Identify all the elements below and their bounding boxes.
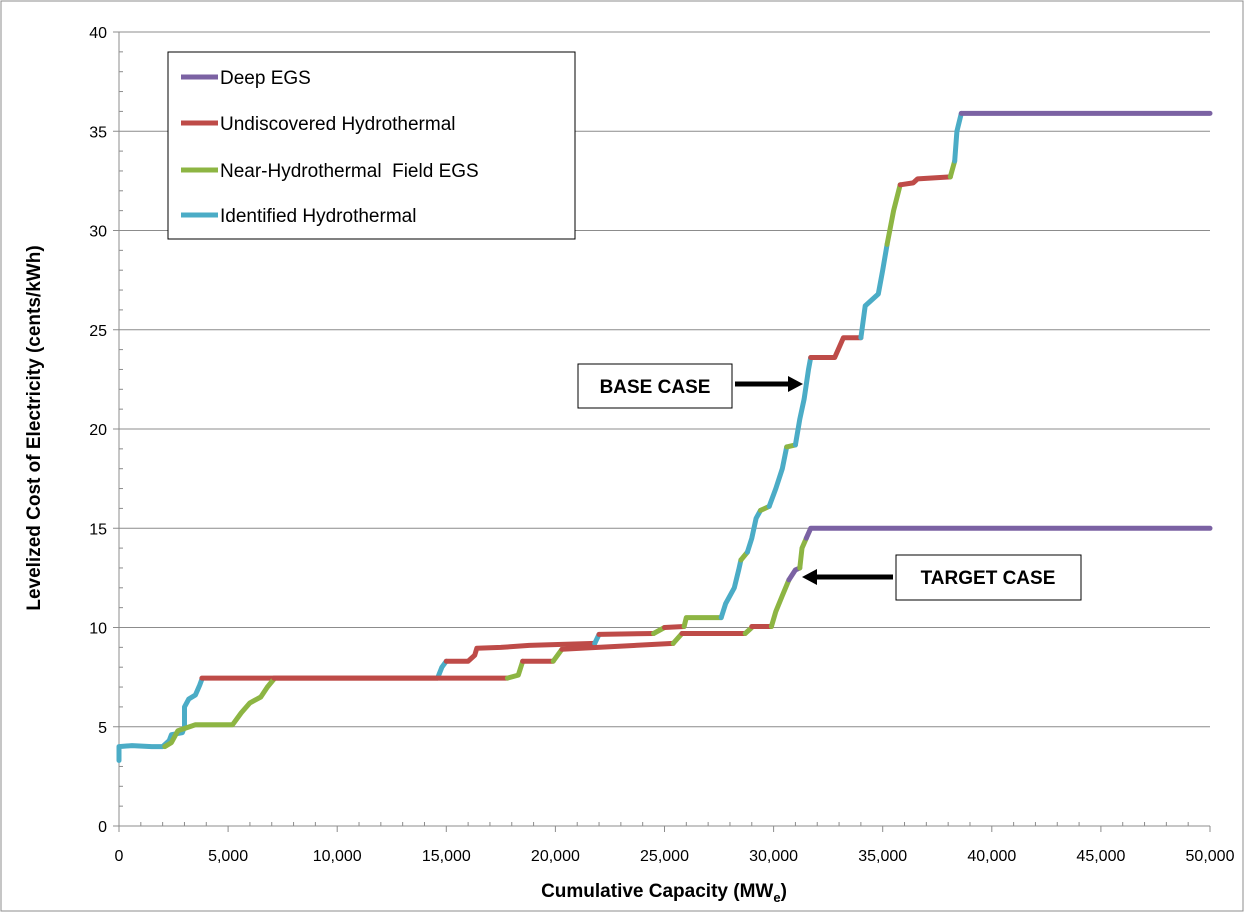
series-0-segment-18	[884, 182, 903, 247]
series-0-segment-15	[792, 355, 814, 448]
gridlines	[119, 31, 1210, 728]
x-tick-label-0: 0	[115, 848, 124, 865]
legend-label-undiscovered-hydrothermal: Undiscovered Hydrothermal	[220, 114, 456, 135]
x-tick-label-9: 45,000	[1076, 848, 1125, 865]
y-tick-label-1: 5	[98, 720, 107, 737]
series-0-segment-11	[744, 507, 763, 555]
legend-label-identified-hydrothermal: Identified Hydrothermal	[220, 206, 416, 227]
x-tick-label-10: 50,000	[1186, 848, 1235, 865]
series-1-segment-10	[768, 577, 792, 629]
plot-area	[116, 110, 1213, 763]
x-axis-title-main: Cumulative Capacity (MW	[541, 881, 773, 902]
y-tick-label-7: 35	[89, 124, 107, 141]
series-1-segment-12	[797, 535, 809, 571]
y-tick-label-5: 25	[89, 323, 107, 340]
series-1-segment-5	[559, 640, 676, 652]
series-0-segment-7	[662, 624, 687, 630]
legend-box	[167, 51, 576, 240]
series-0-segment-8	[681, 615, 724, 629]
series-0-segment-20	[947, 158, 958, 180]
x-axis-title-suffix: )	[781, 881, 787, 902]
x-tick-label-1: 5,000	[208, 848, 248, 865]
legend-label-near-hydrothermal-field-egs: Near-Hydrothermal Field EGS	[220, 161, 479, 182]
annotation-base-case-label: BASE CASE	[600, 377, 711, 398]
y-tick-label-4: 20	[89, 422, 107, 439]
series-0-segment-17	[858, 241, 890, 341]
series-0-segment-9	[718, 557, 744, 621]
series-0-segment-16	[808, 335, 864, 360]
y-tick-label-0: 0	[98, 819, 107, 836]
x-tick-label-8: 40,000	[967, 848, 1016, 865]
annotation-target-case-arrow-head	[802, 569, 817, 585]
y-tick-label-3: 15	[89, 521, 107, 538]
annotation-base-case: BASE CASE	[577, 363, 803, 409]
annotation-base-case-box	[577, 363, 733, 409]
x-tick-label-7: 35,000	[858, 848, 907, 865]
annotation-base-case-arrow-head	[788, 376, 803, 392]
x-tick-label-2: 10,000	[313, 848, 362, 865]
x-tick-label-6: 30,000	[749, 848, 798, 865]
x-axis-title-subscript: e	[773, 890, 780, 905]
annotation-target-case-label: TARGET CASE	[921, 568, 1056, 589]
x-tick-label-5: 25,000	[640, 848, 689, 865]
annotation-target-case-box	[895, 554, 1082, 601]
series-1-segment-2	[504, 658, 526, 681]
annotation-target-case: TARGET CASE	[802, 554, 1082, 601]
series-0-segment-3	[443, 640, 598, 664]
series-0-segment-21	[952, 110, 964, 164]
series-0-segment-13	[766, 444, 790, 509]
series-0-segment-19	[897, 174, 953, 188]
axes: 0 5 10 15 20 25 30 35 40 0 5,000 10,000 15,000 20,000…	[89, 25, 1234, 865]
legend: Deep EGS Undiscovered Hydrothermal Near-…	[167, 51, 576, 240]
y-tick-label-8: 40	[89, 25, 107, 42]
series-1-segment-13	[803, 525, 1213, 541]
y-tick-label-6: 30	[89, 224, 107, 241]
series-1-segment-0	[162, 676, 277, 750]
y-axis-title: Levelized Cost of Electricity (cents/kWh…	[24, 245, 45, 610]
series-0-segment-5	[596, 631, 657, 637]
x-tick-label-4: 20,000	[531, 848, 580, 865]
legend-label-deep-egs: Deep EGS	[220, 68, 311, 89]
x-axis-title: Cumulative Capacity (MWe)	[541, 881, 787, 905]
x-tick-label-3: 15,000	[422, 848, 471, 865]
y-tick-label-2: 10	[89, 621, 107, 638]
